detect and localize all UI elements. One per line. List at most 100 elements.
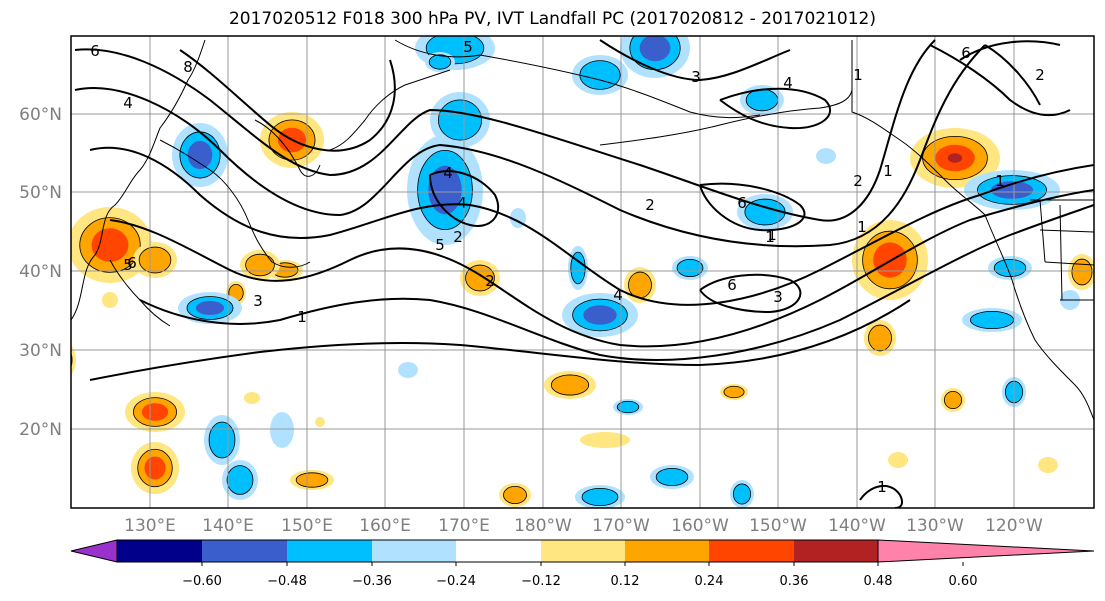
positive-anomaly xyxy=(580,432,630,448)
colorbar-tick-label: 0.24 xyxy=(695,574,724,589)
positive-anomaly xyxy=(943,390,963,410)
negative-anomaly xyxy=(990,181,1034,199)
contour-label: 4 xyxy=(123,94,133,112)
colorbar-extend-min xyxy=(70,539,118,563)
contour-label: 5 xyxy=(123,256,133,274)
contour-label: 2 xyxy=(453,228,463,246)
negative-anomaly xyxy=(583,305,617,325)
negative-anomaly xyxy=(732,483,752,505)
lon-label: 130°W xyxy=(906,516,964,536)
lat-label: 50°N xyxy=(19,183,62,203)
lon-label: 180°W xyxy=(514,516,572,536)
positive-anomaly xyxy=(1071,258,1093,286)
negative-anomaly xyxy=(993,258,1027,278)
contour-label: 2 xyxy=(645,196,655,214)
colorbar-tick-label: 0.60 xyxy=(949,574,978,589)
positive-anomaly xyxy=(550,374,590,396)
contour-label: 3 xyxy=(253,292,263,310)
lon-label: 160°E xyxy=(359,516,411,536)
positive-anomaly xyxy=(71,344,76,376)
negative-anomaly xyxy=(579,60,621,90)
positive-anomaly xyxy=(947,153,963,163)
positive-anomaly xyxy=(888,452,908,468)
colorbar-tick-label: 0.12 xyxy=(611,574,640,589)
negative-anomaly xyxy=(616,400,640,414)
positive-anomaly xyxy=(91,228,129,262)
colorbar xyxy=(70,539,1095,563)
colorbar-tick-labels: −0.60 −0.48 −0.36 −0.24 −0.12 0.12 0.24 0.36 0.4… xyxy=(182,562,977,589)
negative-anomaly xyxy=(428,54,452,70)
negative-anomaly xyxy=(581,487,619,507)
negative-anomaly xyxy=(270,412,294,448)
colorbar-bin xyxy=(117,540,202,562)
negative-anomaly xyxy=(655,467,689,487)
positive-anomaly xyxy=(245,253,275,277)
lon-label: 160°W xyxy=(671,516,729,536)
positive-anomaly xyxy=(295,472,329,488)
lon-label: 140°W xyxy=(828,516,886,536)
contour-label: 1 xyxy=(995,172,1005,190)
contour-label: 2 xyxy=(853,172,863,190)
lat-label: 60°N xyxy=(19,105,62,125)
positive-anomaly xyxy=(1038,457,1058,473)
contour-label: 4 xyxy=(783,74,793,92)
colorbar-bin xyxy=(202,540,287,562)
negative-anomaly xyxy=(639,36,671,62)
negative-anomaly xyxy=(398,362,418,378)
colorbar-tick-label: −0.48 xyxy=(267,574,307,589)
map-title: 2017020512 F018 300 hPa PV, IVT Landfall… xyxy=(228,9,876,29)
lon-label: 140°E xyxy=(202,516,254,536)
lat-label: 20°N xyxy=(19,420,62,440)
negative-anomaly xyxy=(437,99,482,141)
negative-anomaly xyxy=(208,421,236,459)
lon-label: 170°W xyxy=(592,516,650,536)
pv-contours xyxy=(74,39,1094,508)
contour-label: 1 xyxy=(883,162,893,180)
lon-label: 170°E xyxy=(438,516,490,536)
colorbar-bin xyxy=(794,540,878,562)
contour-label: 2 xyxy=(485,272,495,290)
positive-anomaly xyxy=(868,324,892,352)
contour-label: 1 xyxy=(297,308,307,326)
contour-label: 6 xyxy=(90,42,100,60)
positive-anomaly xyxy=(244,392,260,404)
colorbar-bin xyxy=(456,540,541,562)
contour-label: 6 xyxy=(961,44,971,62)
lat-label: 40°N xyxy=(19,262,62,282)
colorbar-tick-label: −0.24 xyxy=(436,574,476,589)
contour-label: 6 xyxy=(127,254,137,272)
colorbar-extend-max xyxy=(877,539,1095,563)
contour-label: 6 xyxy=(737,194,747,212)
contour-label: 6 xyxy=(727,276,737,294)
contour-label: 1 xyxy=(877,478,887,496)
contour-label: 1 xyxy=(767,226,777,244)
pc-shading xyxy=(71,36,1094,508)
colorbar-bin xyxy=(287,540,372,562)
negative-anomaly xyxy=(226,465,254,495)
colorbar-tick-label: −0.36 xyxy=(352,574,392,589)
positive-anomaly xyxy=(141,403,169,421)
contour-label: 5 xyxy=(463,38,473,56)
colorbar-bin xyxy=(709,540,794,562)
contour-label: 2 xyxy=(1035,66,1045,84)
negative-anomaly xyxy=(570,251,586,285)
colorbar-bin xyxy=(625,540,709,562)
lat-label: 30°N xyxy=(19,341,62,361)
contour-label: 4 xyxy=(457,194,467,212)
colorbar-bin xyxy=(372,540,456,562)
negative-anomaly xyxy=(745,88,779,112)
contour-label: 3 xyxy=(691,68,701,86)
positive-anomaly xyxy=(723,385,745,399)
negative-anomaly xyxy=(428,165,462,215)
negative-anomaly xyxy=(195,300,225,316)
contour-label: 4 xyxy=(443,164,453,182)
longitude-labels: 130°E 140°E 150°E 160°E 170°E 180°W 170°W 160°W… xyxy=(124,516,1043,536)
lon-label: 150°E xyxy=(281,516,333,536)
contour-label: 8 xyxy=(183,58,193,76)
negative-anomaly xyxy=(970,310,1015,330)
colorbar-tick-label: 0.48 xyxy=(864,574,893,589)
contour-label: 1 xyxy=(765,228,775,246)
negative-anomaly xyxy=(676,258,704,278)
positive-anomaly xyxy=(102,292,118,308)
